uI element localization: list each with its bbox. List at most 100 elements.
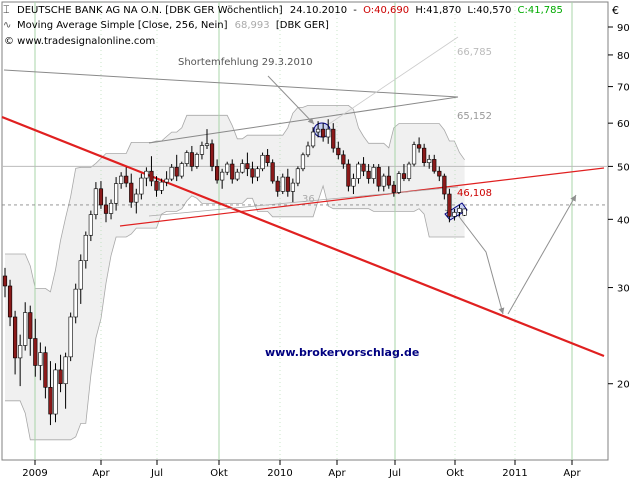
candle (371, 164, 376, 184)
candle (28, 305, 33, 356)
candle (321, 123, 326, 142)
x-tick-label: 2009 (22, 468, 47, 479)
candle-body (33, 338, 38, 366)
ma-line (3, 69, 459, 98)
candle (290, 178, 295, 203)
y-axis: 20 30 40 50 60 70 80 90 (608, 23, 630, 391)
header-date: 24.10.2010 (290, 5, 347, 16)
candle (391, 181, 396, 197)
candle-body (235, 171, 240, 180)
candle-body (366, 170, 371, 179)
x-tick-label: Okt (446, 468, 464, 479)
candle-body (209, 143, 215, 167)
candle-body (406, 163, 412, 179)
band-mid-label: 65,152 (457, 111, 492, 122)
candle (119, 172, 124, 189)
candle (427, 154, 432, 169)
header-line-2: Moving Average Simple [Close, 256, Nein]… (17, 20, 329, 31)
candle-body (391, 184, 396, 193)
candle-body (305, 145, 311, 156)
support-line (119, 167, 605, 227)
channel-upper-line (148, 96, 459, 144)
candle-body (124, 175, 129, 184)
candle-body (220, 171, 225, 181)
band-fill (5, 105, 465, 440)
band-upper (5, 105, 465, 293)
candle (411, 141, 417, 167)
candle-body (245, 163, 250, 170)
candle (381, 173, 386, 192)
candle-body (452, 212, 457, 217)
candle-body (361, 163, 366, 172)
x-tick-label: Apr (563, 468, 581, 479)
candle (103, 196, 109, 223)
candle-body (300, 154, 306, 170)
candle (230, 159, 235, 184)
candle-body (260, 154, 265, 170)
candle-body (250, 168, 255, 178)
candle (336, 141, 341, 160)
candle-body (351, 178, 356, 187)
candle (124, 167, 129, 188)
x-tick-label: 2011 (502, 468, 527, 479)
candle-body (2, 275, 8, 287)
candle-body (315, 128, 321, 133)
candle-body (285, 176, 290, 192)
candle-body (396, 173, 402, 193)
band-upper-label: 66,785 (457, 47, 492, 58)
candle-body (442, 175, 447, 195)
candle-body (356, 163, 361, 179)
copyright-text: © www.tradesignalonline.com (4, 36, 155, 47)
channel-lower-line (148, 186, 459, 217)
candle (265, 149, 270, 167)
candle-body (179, 163, 184, 177)
candle (7, 279, 13, 327)
candle (209, 139, 215, 172)
candle-body (149, 170, 154, 182)
candle (447, 188, 452, 223)
x-tick-label: Jul (388, 468, 401, 479)
shortfall-arrow (267, 75, 315, 125)
candle (406, 161, 412, 182)
candle (270, 159, 275, 184)
candle-body (386, 175, 391, 186)
x-axis: 2009 Apr Jul Okt 2010 Apr Jul Okt 2011 Apr (22, 460, 582, 479)
y-tick-label: 40 (617, 215, 630, 226)
candle-body (119, 175, 124, 184)
candle-body (73, 288, 78, 318)
candle-body (215, 166, 220, 181)
candle (98, 181, 104, 209)
candle-body (346, 163, 351, 187)
candle (78, 254, 83, 304)
candle (361, 157, 366, 177)
candle-body (164, 178, 169, 183)
candle (346, 159, 351, 192)
x-tick-label: Apr (328, 468, 346, 479)
candle (366, 164, 371, 184)
candle-body (310, 131, 316, 147)
candle-body (103, 204, 109, 214)
candle-body (336, 147, 341, 156)
candle (18, 334, 23, 387)
candle-body (240, 163, 245, 173)
candle (432, 154, 437, 174)
header-line-1: DEUTSCHE BANK AG NA O.N. [DBK GER Wöchen… (17, 5, 563, 16)
candle (129, 173, 134, 208)
candle (351, 173, 356, 195)
candle-body (411, 144, 417, 165)
candle (58, 354, 63, 393)
ma-symbol: [DBK GER] (276, 20, 329, 31)
high-value: H:41,870 (415, 5, 461, 16)
candle-body (265, 154, 270, 163)
projection-arrow-up (507, 194, 577, 315)
candle (275, 176, 280, 197)
watermark: www.brokervorschlag.de (265, 346, 419, 359)
shortfall-annotation: Shortemfehlung 29.3.2010 (178, 57, 313, 68)
candle (33, 318, 38, 377)
candle-body (63, 356, 68, 385)
candle (88, 210, 93, 242)
candle-body (437, 170, 442, 177)
candle (53, 363, 58, 423)
y-tick-label: 90 (617, 23, 630, 34)
